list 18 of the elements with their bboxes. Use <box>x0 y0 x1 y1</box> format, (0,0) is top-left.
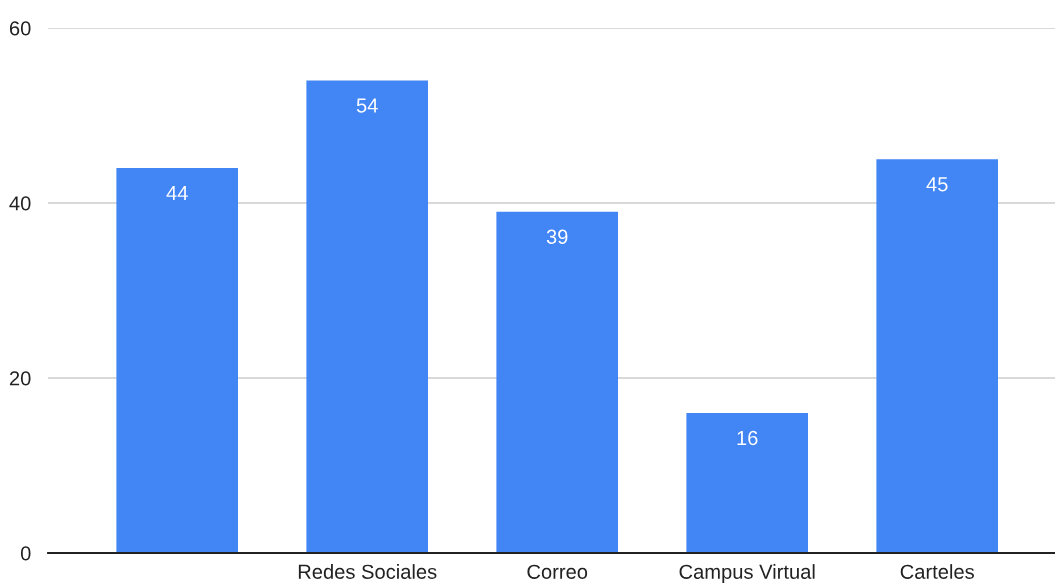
x-tick-label: Carteles <box>900 564 974 579</box>
data-label: 45 <box>926 177 948 192</box>
bar <box>496 211 618 553</box>
data-label: 16 <box>737 430 758 446</box>
y-tick-label: 20 <box>9 371 31 386</box>
y-tick-label: 40 <box>9 196 31 211</box>
y-tick-label: 0 <box>20 546 31 561</box>
data-label: 44 <box>166 186 188 200</box>
y-tick-label: 60 <box>9 21 31 36</box>
bar <box>686 413 808 553</box>
bar <box>306 80 428 553</box>
bar <box>876 159 998 553</box>
data-label: 39 <box>546 229 568 244</box>
x-tick-label: Redes Sociales <box>298 564 437 579</box>
data-label: 54 <box>356 98 378 113</box>
bar <box>116 168 238 553</box>
x-tick-label: Correo <box>527 564 588 579</box>
x-tick-label: Campus Virtual <box>679 564 815 583</box>
